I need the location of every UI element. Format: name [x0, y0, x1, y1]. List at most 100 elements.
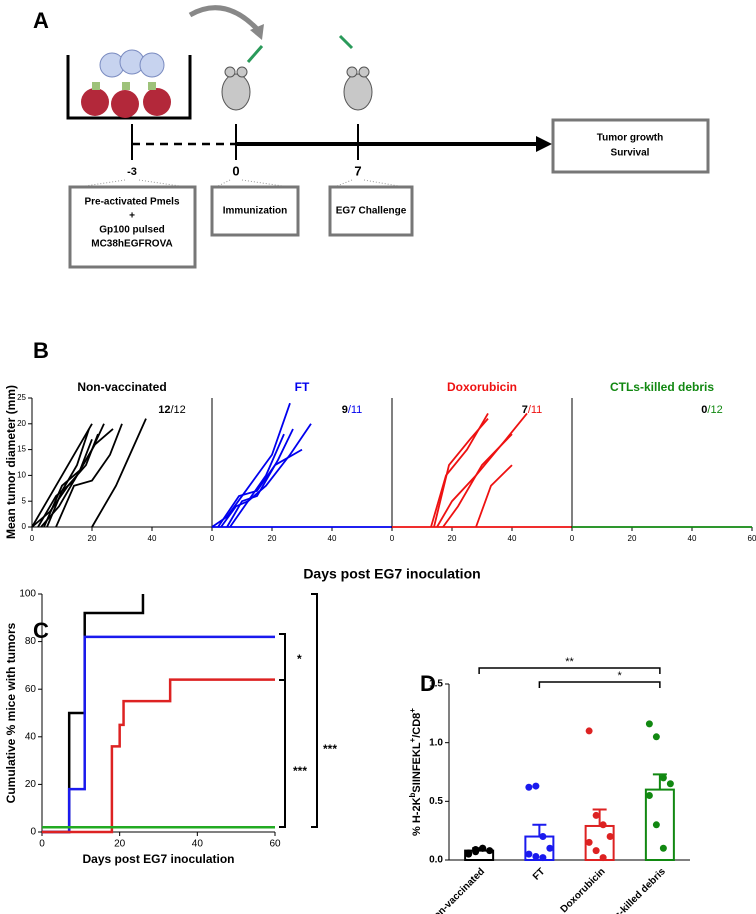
x-tick-label: FT [531, 866, 547, 882]
data-point [486, 847, 494, 855]
y-tick-label: 100 [19, 589, 36, 600]
culture-well [66, 55, 192, 120]
error-bar [652, 773, 667, 790]
y-axis-title-part: + [408, 737, 417, 742]
y-tick-label: 25 [17, 393, 26, 402]
x-tick-label: 0 [390, 534, 395, 543]
x-tick-label: 40 [688, 534, 697, 543]
data-point [592, 811, 600, 819]
total: /12 [170, 404, 185, 416]
outcome-box [551, 118, 710, 174]
survival-step [42, 594, 145, 834]
day-label: -3 [127, 166, 137, 178]
significance-bracket [279, 633, 286, 681]
data-point [659, 844, 667, 852]
mouse-icons [221, 66, 373, 111]
data-point [585, 727, 593, 735]
growth-line [46, 428, 90, 528]
x-tick-label: 60 [748, 534, 756, 543]
y-tick-label: 20 [25, 779, 37, 790]
data-point [532, 782, 540, 790]
box-text: Pre-activated Pmels [84, 197, 179, 208]
panel-label: C [33, 618, 49, 643]
data-point [606, 833, 614, 841]
survival-step [42, 678, 275, 834]
data-point [645, 791, 653, 799]
box-text: EG7 Challenge [336, 206, 407, 217]
box-text: Immunization [223, 206, 287, 217]
growth-line [40, 428, 114, 528]
error-bar [592, 808, 607, 826]
significance: * [297, 652, 302, 666]
growth-line [217, 448, 303, 528]
y-tick-label: 0.0 [429, 855, 443, 866]
x-tick-label: Doxorubicin [559, 866, 608, 914]
significance: * [617, 670, 622, 682]
x-tick-label: 40 [508, 534, 517, 543]
step-box [328, 185, 414, 237]
outcome-text: Tumor growth [597, 133, 663, 144]
growth-line [31, 423, 93, 528]
syringes [246, 34, 354, 63]
chart-title: Non-vaccinated [77, 380, 166, 394]
x-tick-label: 0 [30, 534, 35, 543]
data-point [666, 780, 674, 788]
tumor-count: 0/12 [701, 404, 722, 416]
total: /12 [707, 404, 722, 416]
y-tick-label: 1.5 [429, 679, 443, 690]
data-point [592, 847, 600, 855]
y-tick-label: 1.0 [429, 737, 443, 748]
tumor-count: 12/12 [158, 404, 186, 416]
total: /11 [348, 404, 362, 416]
y-tick-label: 60 [25, 684, 37, 695]
count: 12 [158, 404, 170, 416]
y-tick-label: 0 [22, 522, 27, 531]
x-tick-label: 20 [268, 534, 277, 543]
growth-line [475, 464, 513, 528]
y-axis-title-part: b [408, 792, 417, 797]
x-tick-label: 60 [269, 839, 281, 850]
x-tick-label: 20 [628, 534, 637, 543]
y-tick-label: 20 [17, 419, 26, 428]
significance-bracket [279, 679, 286, 828]
chart-title: CTLs-killed debris [610, 380, 714, 394]
day-label: 0 [232, 163, 239, 178]
data-point [539, 854, 547, 862]
data-point [472, 845, 480, 853]
outcome-text: Survival [611, 148, 650, 159]
significance: *** [293, 764, 307, 778]
growth-line [91, 418, 147, 528]
significance-bracket [478, 667, 661, 674]
x-tick-label: 40 [192, 839, 204, 850]
data-point [465, 849, 473, 857]
box-text: MC38hEGFROVA [91, 239, 173, 250]
y-axis-title-part: SIINFEKL [411, 742, 423, 792]
x-tick-label: 20 [88, 534, 97, 543]
significance: *** [323, 742, 337, 756]
y-tick-label: 0 [30, 827, 36, 838]
data-point [479, 844, 487, 852]
data-point [525, 783, 533, 791]
growth-line [31, 433, 99, 528]
data-point [599, 821, 607, 829]
day-label: 7 [354, 163, 361, 178]
data-point [539, 833, 547, 841]
y-tick-label: 5 [22, 496, 27, 505]
arrowhead [250, 24, 264, 40]
chart-title: FT [295, 380, 310, 394]
x-axis-title: Days post EG7 inoculation [82, 852, 234, 866]
y-tick-label: 0.5 [429, 796, 443, 807]
y-tick-label: 40 [25, 731, 37, 742]
data-point [652, 821, 660, 829]
count: 7 [522, 404, 528, 416]
total: /11 [528, 404, 542, 416]
data-point [659, 774, 667, 782]
growth-line [55, 423, 123, 528]
y-axis-title: % H-2KbSIINFEKL+/CD8+ [408, 708, 423, 836]
significance-bracket [538, 681, 661, 688]
panel-label: A [33, 8, 49, 33]
panel-label: D [420, 671, 436, 696]
growth-line [433, 418, 489, 528]
y-axis-title: Cumulative % mice with tumors [4, 622, 18, 803]
y-axis-title-part: % H-2K [411, 797, 423, 836]
